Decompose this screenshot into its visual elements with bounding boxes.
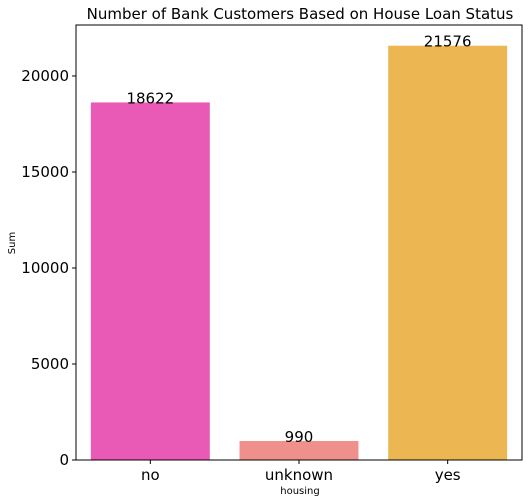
y-axis-label: Sum xyxy=(7,232,18,254)
x-tick-label-yes: yes xyxy=(435,466,461,484)
bar-unknown xyxy=(239,440,359,460)
data-label-no: 18622 xyxy=(126,89,174,107)
y-tick-label: 20000 xyxy=(21,67,69,85)
y-tick-label: 0 xyxy=(59,451,69,469)
y-tick-label: 5000 xyxy=(31,355,69,373)
chart-title: Number of Bank Customers Based on House … xyxy=(87,5,514,23)
data-label-unknown: 990 xyxy=(285,428,314,446)
x-tick-label-unknown: unknown xyxy=(265,466,333,484)
y-tick-label: 15000 xyxy=(21,163,69,181)
bar-no xyxy=(90,102,210,461)
x-tick-label-no: no xyxy=(141,466,160,484)
plot-frame xyxy=(75,24,523,461)
data-label-yes: 21576 xyxy=(424,33,472,51)
plot-area: no 18622 unknown 990 yes 21576 0 5000 10000 15000… xyxy=(21,24,523,484)
bar-yes xyxy=(388,45,508,460)
x-axis-label: housing xyxy=(280,486,319,497)
y-tick-label: 10000 xyxy=(21,259,69,277)
